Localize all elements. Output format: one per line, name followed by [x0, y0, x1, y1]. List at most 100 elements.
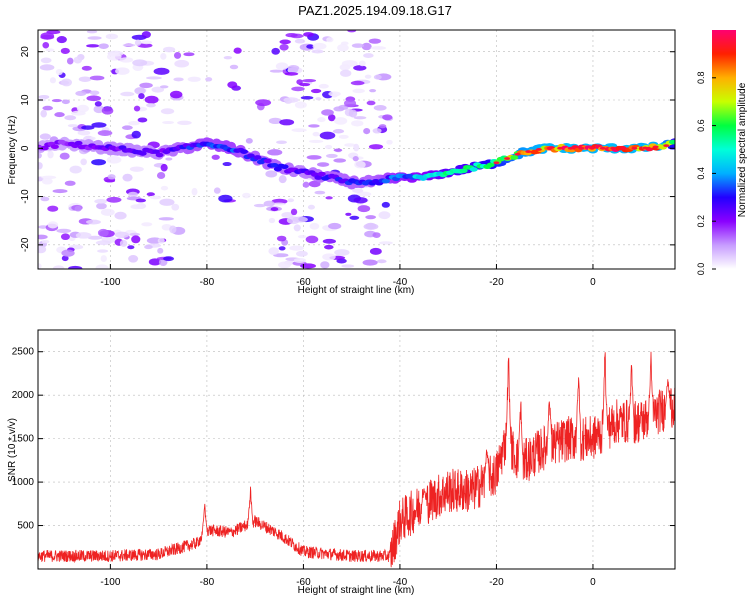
noise-blob	[146, 103, 156, 108]
noise-blob	[341, 264, 355, 268]
noise-blob	[363, 223, 379, 230]
noise-blob	[140, 40, 153, 45]
noise-blob	[64, 115, 77, 121]
noise-blob	[94, 101, 102, 107]
noise-blob	[114, 211, 127, 220]
noise-blob	[91, 122, 107, 128]
noise-blob	[223, 55, 233, 60]
ridge-cell	[469, 167, 478, 172]
ridge-peak	[588, 146, 595, 150]
noise-blob	[378, 124, 387, 129]
noise-blob	[279, 39, 291, 45]
noise-blob	[174, 59, 190, 68]
noise-blob	[293, 257, 306, 263]
noise-blob	[60, 233, 70, 241]
x-tick-label: -60	[296, 577, 311, 588]
noise-blob	[56, 228, 72, 233]
noise-blob	[316, 162, 330, 167]
y-tick-label: 2500	[12, 347, 35, 358]
noise-blob	[169, 90, 183, 99]
ridge-peak	[546, 146, 553, 150]
colorbar-tick-label: 0.2	[696, 215, 706, 228]
ridge-cell	[317, 171, 326, 177]
noise-blob	[156, 171, 166, 180]
x-tick-label: -60	[296, 277, 311, 288]
noise-blob	[278, 246, 286, 251]
noise-blob	[306, 44, 315, 49]
noise-blob	[160, 185, 169, 191]
noise-blob	[309, 222, 320, 230]
noise-blob	[353, 197, 368, 204]
snr-frame	[37, 329, 676, 570]
noise-blob	[363, 128, 371, 135]
noise-blob	[86, 30, 98, 34]
noise-blob	[173, 77, 184, 82]
colorbar-label: Normalized spectral amplitude	[737, 82, 748, 217]
noise-blob	[106, 196, 122, 203]
noise-blob	[38, 94, 50, 100]
x-tick-label: -20	[489, 577, 504, 588]
noise-blob	[381, 201, 390, 208]
noise-blob	[300, 95, 314, 100]
noise-blob	[290, 208, 298, 216]
noise-blob	[353, 65, 367, 71]
noise-blob	[137, 43, 153, 48]
x-tick-label: -40	[393, 577, 408, 588]
spectrogram-y-label: Frequency (Hz)	[7, 116, 18, 185]
ridge-cell	[314, 175, 323, 180]
noise-blob	[205, 77, 213, 82]
noise-blob	[325, 196, 333, 200]
noise-blob	[327, 114, 336, 122]
noise-blob	[281, 211, 294, 218]
noise-blob	[160, 163, 168, 172]
noise-blob	[370, 46, 387, 50]
noise-blob	[337, 43, 349, 52]
noise-blob	[357, 205, 371, 213]
y-tick-label: 0	[20, 145, 31, 151]
noise-blob	[47, 221, 59, 229]
spectrogram-x-label: Height of straight line (km)	[298, 285, 415, 296]
noise-blob	[75, 90, 87, 96]
noise-blob	[173, 51, 182, 59]
noise-blob	[332, 129, 345, 134]
noise-blob	[162, 120, 175, 125]
x-tick-label: 0	[590, 577, 596, 588]
noise-blob	[105, 33, 119, 40]
figure-title: PAZ1.2025.194.09.18.G17	[298, 3, 452, 18]
noise-blob	[40, 196, 50, 202]
spectrogram-frame	[37, 29, 676, 270]
noise-blob	[56, 36, 67, 44]
noise-blob	[40, 57, 52, 64]
noise-blob	[64, 180, 76, 186]
noise-blob	[276, 235, 287, 242]
noise-blob	[158, 217, 174, 221]
noise-blob	[373, 74, 382, 80]
ridge-cell	[246, 153, 255, 159]
ridge-peak	[557, 146, 564, 150]
noise-blob	[326, 37, 334, 43]
noise-blob	[38, 225, 48, 229]
noise-blob	[141, 222, 153, 227]
noise-blob	[354, 160, 366, 169]
noise-blob	[338, 134, 349, 139]
ridge-peak	[620, 146, 627, 150]
noise-blob	[67, 124, 79, 128]
noise-blob	[213, 187, 221, 194]
noise-blob	[80, 158, 87, 166]
noise-blob	[38, 234, 48, 240]
noise-blob	[328, 222, 342, 230]
noise-blob	[334, 117, 348, 125]
noise-blob	[132, 59, 148, 67]
colorbar-tick-label: 0.6	[696, 119, 706, 132]
noise-blob	[160, 108, 175, 115]
noise-blob	[159, 198, 175, 206]
ridge-peak	[599, 146, 606, 150]
noise-blob	[94, 199, 108, 204]
noise-blob	[365, 215, 377, 220]
x-tick-label: -100	[100, 277, 120, 288]
noise-blob	[191, 187, 198, 196]
noise-blob	[312, 42, 327, 50]
noise-blob	[55, 69, 63, 76]
noise-blob	[120, 91, 135, 97]
noise-blob	[60, 78, 73, 87]
